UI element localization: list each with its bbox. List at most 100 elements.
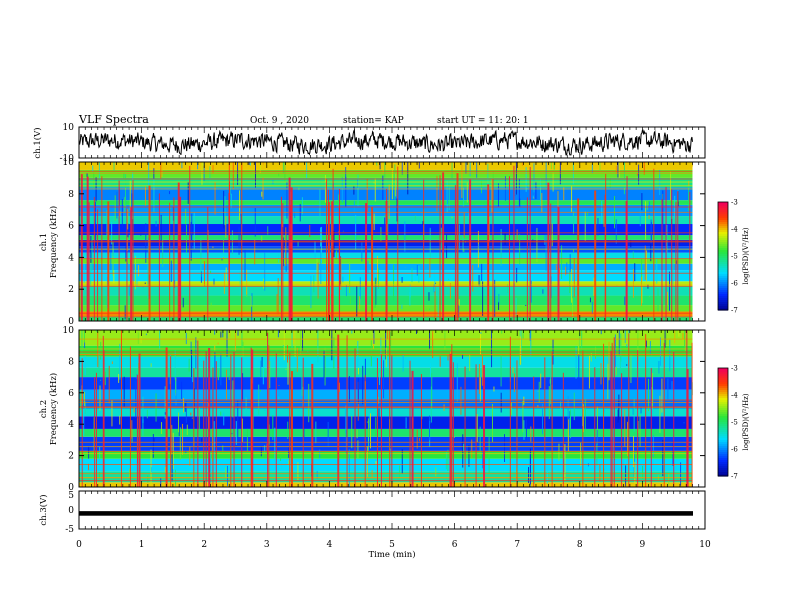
spectral-streak [584, 211, 586, 241]
sferic-burst [594, 190, 597, 321]
spectral-streak [221, 258, 223, 261]
spectral-streak [453, 436, 455, 438]
spectral-streak [147, 475, 149, 483]
spectral-streak [667, 378, 669, 400]
spectral-streak [649, 296, 651, 298]
colorbar-cell [718, 274, 728, 277]
colorbar-cell [718, 424, 728, 427]
time-tick-label: 4 [327, 540, 333, 550]
ch1-spec-ylabel-channel: ch.1 [39, 233, 49, 251]
spectral-streak [174, 280, 176, 289]
spectral-streak [630, 355, 632, 383]
spectral-streak [193, 212, 195, 249]
sferic-burst [686, 369, 689, 487]
spectral-streak [222, 330, 224, 338]
spectral-streak [437, 286, 439, 321]
spectral-streak [373, 330, 375, 344]
spectral-streak [479, 279, 481, 288]
spectral-streak [500, 228, 502, 266]
colorbar-cell [718, 280, 728, 283]
spectral-streak [564, 444, 566, 481]
spectral-streak [446, 234, 448, 259]
spectral-streak [239, 270, 241, 297]
spectral-streak [582, 404, 584, 433]
spectral-streak [384, 162, 386, 178]
colorbar-cell [718, 306, 728, 309]
sferic-burst [102, 335, 104, 487]
spectral-streak [673, 464, 675, 466]
spectral-streak [108, 365, 110, 404]
spectral-streak [212, 246, 214, 248]
spectral-streak [285, 368, 287, 371]
colorbar-tick-label: -6 [731, 280, 738, 288]
colorbar-cell [718, 398, 728, 401]
spectral-streak [223, 238, 225, 253]
colorbar-cell [718, 406, 728, 409]
spectral-streak [380, 337, 382, 370]
spectral-streak [151, 467, 153, 473]
spectral-streak [555, 264, 557, 270]
spectral-streak [214, 352, 216, 378]
spectral-streak [498, 293, 500, 303]
spectral-streak [434, 270, 436, 292]
spectral-streak [380, 227, 382, 242]
spectral-streak [200, 271, 202, 283]
spectral-streak [181, 381, 183, 400]
spectral-streak [428, 292, 430, 301]
spectral-streak [645, 340, 647, 348]
colorbar-cell [718, 226, 728, 229]
spectral-streak [387, 330, 389, 339]
sferic-burst [439, 175, 441, 321]
sferic-burst [454, 185, 456, 321]
spectral-streak [405, 417, 407, 429]
freq-tick-label: 8 [68, 357, 74, 367]
spectral-streak [573, 249, 575, 253]
spectral-streak [237, 330, 239, 336]
sferic-burst [241, 162, 243, 321]
spectral-streak [160, 214, 162, 246]
spectral-streak [288, 460, 290, 466]
sferic-burst [101, 176, 103, 321]
colorbar-cell [718, 270, 728, 273]
spectral-streak [584, 398, 586, 437]
tone-line [79, 446, 693, 448]
spectral-streak [461, 440, 463, 449]
ch3-ytick-mid: 0 [68, 506, 74, 516]
spectral-streak [191, 349, 193, 378]
time-tick-label: 10 [699, 540, 711, 550]
colorbar-cell [718, 272, 728, 275]
time-tick-label: 1 [139, 540, 145, 550]
spectral-streak [678, 330, 680, 337]
spectral-streak [301, 197, 303, 215]
spectral-streak [237, 400, 239, 440]
colorbar-cell [718, 242, 728, 245]
spectral-streak [542, 289, 544, 294]
spectral-streak [591, 164, 593, 174]
tone-line [79, 353, 693, 355]
spectral-streak [432, 331, 434, 359]
spectral-streak [541, 192, 543, 213]
spectral-streak [131, 193, 133, 213]
spectral-streak [83, 330, 85, 343]
colorbar-cell [718, 298, 728, 301]
colorbar-cell [718, 422, 728, 425]
spectral-streak [620, 333, 622, 362]
spectral-streak [140, 330, 142, 344]
spectral-streak [370, 340, 372, 367]
spectral-streak [351, 330, 353, 334]
spectral-streak [177, 412, 179, 433]
spectral-streak [348, 376, 350, 403]
spectral-streak [458, 304, 460, 318]
spectral-streak [652, 435, 654, 457]
colorbar-cell [718, 400, 728, 403]
spectral-streak [429, 330, 431, 350]
spectral-streak [323, 350, 325, 378]
sferic-burst [386, 188, 388, 321]
ch1-spec-ylabel-frequency: Frequency (kHz) [48, 206, 59, 278]
ch3-ytick-bottom: -5 [65, 525, 74, 535]
tone-line [79, 477, 693, 479]
spectral-streak [688, 187, 690, 211]
spectral-streak [357, 367, 359, 375]
colorbar-cell [718, 432, 728, 435]
spectral-streak [615, 366, 617, 376]
